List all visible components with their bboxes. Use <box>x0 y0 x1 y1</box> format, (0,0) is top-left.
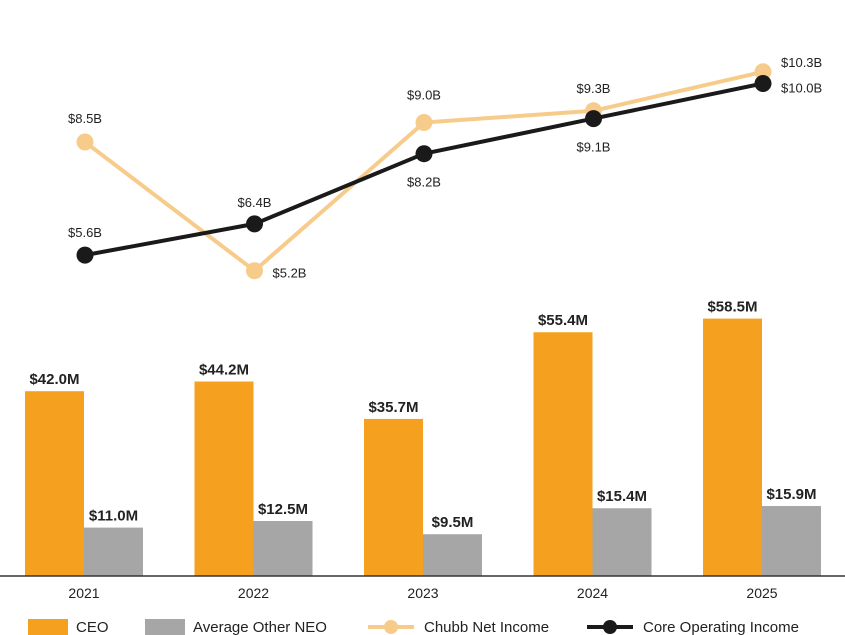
line-data-label: $5.6B <box>68 225 102 240</box>
bar-data-label: $15.9M <box>766 486 816 503</box>
bar-data-label: $55.4M <box>538 312 588 329</box>
line-data-label: $10.0B <box>781 81 822 96</box>
legend-label: CEO <box>76 619 109 635</box>
line-point <box>415 145 433 163</box>
bar-data-label: $58.5M <box>707 299 757 316</box>
line-point <box>76 133 94 151</box>
line-point <box>754 63 772 81</box>
line-core-operating-income <box>84 81 764 258</box>
bar-ceo-2024 <box>533 332 593 576</box>
line-point <box>754 75 772 92</box>
bar-data-label: $15.4M <box>597 488 647 505</box>
bar-data-label: $35.7M <box>368 399 418 416</box>
legend-label: Core Operating Income <box>643 619 799 635</box>
bar-data-label: $44.2M <box>199 362 249 379</box>
line-point <box>76 246 94 264</box>
line-point <box>585 110 602 128</box>
line-data-label: $9.1B <box>577 140 611 155</box>
line-point <box>246 215 263 233</box>
x-tick-label: 2022 <box>238 585 269 601</box>
legend-swatch-marker <box>384 620 398 634</box>
bar-ceo-2022 <box>194 381 254 576</box>
bar-average-other-neo-2023 <box>423 534 482 576</box>
line-point <box>246 262 263 280</box>
line-data-label: $10.3B <box>781 55 822 70</box>
bar-data-label: $11.0M <box>89 508 138 525</box>
line-data-label: $9.0B <box>407 88 441 103</box>
bar-average-other-neo-2024 <box>592 508 652 576</box>
line-data-label: $8.2B <box>407 175 441 190</box>
legend-label: Average Other NEO <box>193 619 327 635</box>
bar-ceo-2025 <box>703 318 762 576</box>
bar-data-label: $12.5M <box>258 501 308 518</box>
bar-average-other-neo-2022 <box>253 521 313 576</box>
line-data-label: $9.3B <box>577 81 611 96</box>
bar-ceo-2023 <box>364 418 423 576</box>
bar-average-other-neo-2021 <box>84 527 143 576</box>
legend-swatch <box>28 619 68 635</box>
line-point <box>415 114 433 131</box>
line-data-label: $5.2B <box>273 266 307 281</box>
legend-swatch-marker <box>603 620 617 634</box>
line-data-label: $8.5B <box>68 111 102 126</box>
bar-data-label: $42.0M <box>29 371 79 388</box>
legend-swatch <box>145 619 185 635</box>
x-tick-label: 2023 <box>407 585 438 601</box>
line-data-label: $6.4B <box>238 195 272 210</box>
bar-average-other-neo-2025 <box>762 506 821 576</box>
x-tick-label: 2025 <box>746 585 777 601</box>
x-tick-label: 2021 <box>68 585 99 601</box>
x-tick-label: 2024 <box>577 585 608 601</box>
bar-data-label: $9.5M <box>432 514 474 531</box>
legend-label: Chubb Net Income <box>424 619 549 635</box>
bar-ceo-2021 <box>25 391 84 576</box>
